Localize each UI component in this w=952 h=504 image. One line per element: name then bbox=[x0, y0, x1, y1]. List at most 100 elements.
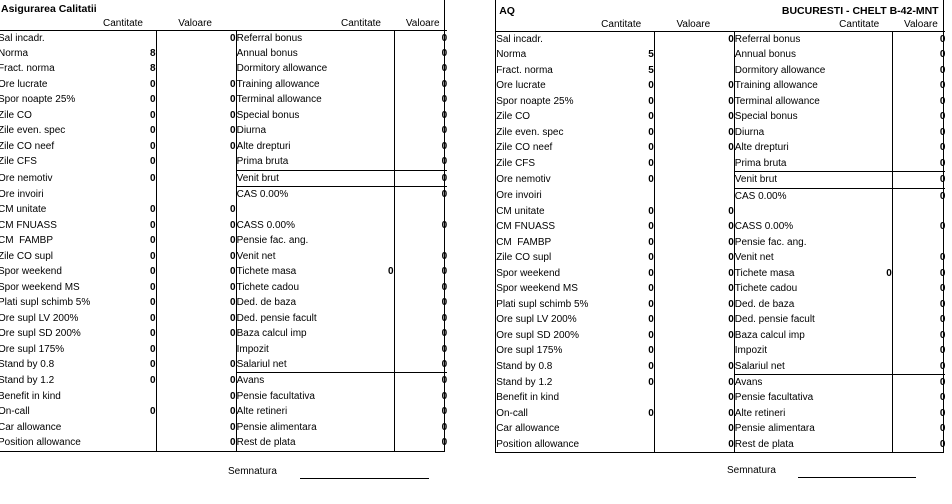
row-label: Spor weekend bbox=[496, 267, 561, 279]
row-value: 0 bbox=[394, 357, 448, 374]
row-label: Diurna bbox=[734, 126, 765, 138]
row-value bbox=[394, 233, 447, 248]
payslip-row: Zile even. spec 0 0 Diurna 0 bbox=[496, 124, 945, 141]
row-value: 0 bbox=[939, 190, 946, 202]
row-label: Alte drepturi bbox=[734, 142, 789, 154]
payslip-row: Zile CO neef 0 0 Alte drepturi 0 bbox=[0, 138, 447, 155]
row-value: 0 bbox=[654, 281, 735, 297]
row-label: Ded. de baza bbox=[734, 298, 795, 310]
row-value: 0 bbox=[654, 312, 735, 328]
row-quantity-value bbox=[353, 61, 395, 77]
row-quantity-value bbox=[353, 279, 395, 296]
row-label: Ore lucrate bbox=[496, 80, 546, 92]
row-quantity-value bbox=[353, 45, 395, 62]
payslip-row: Zile CO supl 0 0 Venit net 0 bbox=[0, 248, 447, 265]
row-label: Ded. de baza bbox=[236, 297, 297, 309]
row-quantity-value bbox=[608, 31, 655, 48]
row-value: 0 bbox=[156, 357, 237, 373]
row-quantity-value: 0 bbox=[110, 310, 157, 327]
payslip-row: Norma 5 Annual bonus 0 bbox=[496, 47, 946, 63]
payslip-table: Sal incadr. 0 Referral bonus 0 Norma 5 Annual … bbox=[496, 31, 946, 453]
row-quantity-value bbox=[353, 233, 395, 249]
row-value: 0 bbox=[939, 95, 946, 107]
row-label: Zile even. spec bbox=[0, 125, 66, 137]
row-label: CM FAMBP bbox=[0, 235, 54, 247]
row-value: 0 bbox=[156, 295, 237, 311]
row-value: 0 bbox=[939, 34, 946, 45]
row-quantity-value: 0 bbox=[608, 312, 655, 328]
row-value: 0 bbox=[441, 47, 448, 59]
row-quantity-value bbox=[353, 217, 395, 234]
row-value: 0 bbox=[654, 234, 735, 251]
row-value: 0 bbox=[654, 390, 735, 406]
row-label: Prima bruta bbox=[734, 155, 852, 173]
row-value: 0 bbox=[441, 328, 448, 340]
row-quantity-value: 0 bbox=[608, 250, 655, 266]
department-title: AQ bbox=[499, 4, 515, 17]
row-value: 0 bbox=[654, 327, 735, 344]
row-label: Tichete cadou bbox=[236, 281, 300, 293]
row-label: Car allowance bbox=[0, 421, 62, 433]
row-value: 0 bbox=[156, 123, 237, 139]
row-label: Special bonus bbox=[236, 109, 300, 121]
row-value: 0 bbox=[939, 329, 946, 341]
panel-header: AQ BUCURESTI - CHELT B-42-MNT Cantitate … bbox=[496, 0, 942, 31]
row-value: 0 bbox=[892, 155, 946, 173]
row-value bbox=[892, 204, 945, 219]
row-label: Plati supl schimb 5% bbox=[496, 298, 589, 310]
payslip-table: Sal incadr. 0 Referral bonus 0 Norma 8 Annual … bbox=[0, 29, 448, 451]
payslip-row: Plati supl schimb 5% 0 0 Ded. de baza 0 bbox=[496, 296, 945, 313]
row-quantity-value bbox=[851, 47, 893, 63]
row-quantity-value: 0 bbox=[608, 343, 655, 359]
row-quantity-value: 0 bbox=[110, 76, 157, 93]
row-value bbox=[394, 202, 447, 217]
row-value: 0 bbox=[939, 221, 946, 233]
row-value bbox=[654, 155, 735, 172]
row-quantity-value bbox=[851, 78, 893, 94]
column-header-quantity-2: Cantitate bbox=[839, 19, 880, 30]
row-label: Benefit in kind bbox=[0, 390, 61, 402]
row-value: 0 bbox=[939, 438, 946, 450]
row-value: 0 bbox=[939, 49, 946, 61]
row-label: Tichete cadou bbox=[734, 283, 798, 295]
row-label: Terminal allowance bbox=[734, 95, 820, 107]
column-header-quantity-2: Cantitate bbox=[340, 17, 381, 29]
row-label: CASS 0.00% bbox=[236, 219, 295, 231]
row-label: Tichete masa bbox=[236, 266, 297, 278]
row-quantity-value: 0 bbox=[608, 265, 655, 282]
row-label: Spor weekend bbox=[0, 266, 62, 278]
signature-line bbox=[300, 477, 429, 479]
location-title: BUCURESTI - CHELT B-42-MNT bbox=[781, 4, 939, 17]
row-label: Baza calcul imp bbox=[734, 329, 805, 341]
row-quantity-value bbox=[851, 234, 893, 251]
row-quantity-value bbox=[851, 188, 893, 204]
row-quantity-value bbox=[851, 421, 893, 437]
row-value: 0 bbox=[654, 78, 735, 94]
row-value: 0 bbox=[156, 388, 237, 405]
payslip-row: Car allowance 0 Pensie alimentara 0 bbox=[0, 419, 447, 436]
row-value: 0 bbox=[654, 421, 735, 437]
column-header-quantity-1: Cantitate bbox=[102, 17, 143, 29]
payslip-row: Ore supl SD 200% 0 0 Baza calcul imp 0 bbox=[496, 327, 946, 344]
row-value: 0 bbox=[441, 78, 448, 90]
row-quantity-value bbox=[353, 295, 395, 311]
row-label: Stand by 1.2 bbox=[0, 375, 55, 387]
row-value: 0 bbox=[156, 76, 237, 93]
row-value: 0 bbox=[939, 80, 946, 92]
row-quantity-value bbox=[353, 435, 395, 451]
signature-label: Semnatura bbox=[727, 465, 776, 476]
row-value bbox=[654, 62, 735, 79]
row-label: Impozit bbox=[236, 343, 269, 355]
row-value: 0 bbox=[654, 93, 735, 110]
row-label: Venit net bbox=[236, 250, 276, 262]
row-label: Annual bonus bbox=[734, 49, 796, 61]
row-value: 0 bbox=[156, 419, 237, 436]
row-quantity-value bbox=[353, 404, 395, 420]
row-value bbox=[654, 343, 735, 359]
row-quantity-value: 0 bbox=[608, 296, 655, 313]
row-label: Pensie fac. ang. bbox=[734, 236, 807, 248]
row-value: 0 bbox=[654, 31, 735, 48]
row-quantity-value: 0 bbox=[110, 248, 157, 265]
row-label: Spor weekend MS bbox=[496, 283, 578, 295]
row-quantity-value: 0 bbox=[110, 138, 157, 155]
